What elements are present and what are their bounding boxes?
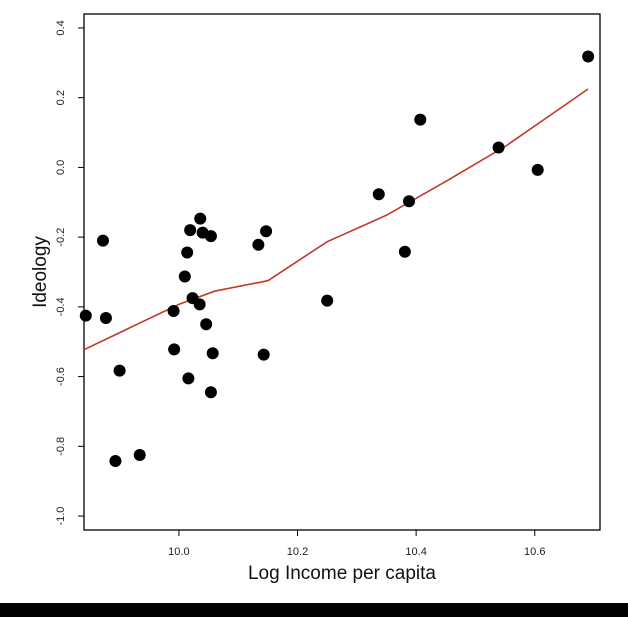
data-point: [414, 113, 427, 126]
x-tick-label: 10.6: [524, 546, 545, 558]
data-point: [260, 225, 273, 238]
data-point: [113, 364, 126, 377]
y-tick-label: -0.4: [55, 297, 67, 316]
data-points: [79, 50, 595, 467]
bottom-black-bar: [0, 603, 628, 617]
data-point: [257, 348, 270, 361]
data-point: [492, 141, 505, 154]
data-point: [109, 454, 122, 467]
data-point: [181, 246, 194, 259]
data-point: [321, 294, 334, 307]
data-point: [178, 270, 191, 283]
data-point: [194, 212, 207, 225]
y-tick-label: -0.2: [55, 228, 67, 247]
y-tick-label: 0.2: [55, 90, 67, 105]
y-tick-label: 0.4: [55, 20, 67, 35]
y-tick-label: -1.0: [55, 507, 67, 526]
y-tick-label: 0.0: [55, 160, 67, 175]
y-axis-title: Ideology: [30, 236, 51, 308]
data-point: [206, 347, 219, 360]
plot-frame: [83, 13, 601, 531]
data-point: [96, 234, 109, 247]
y-tick-label: -0.8: [55, 437, 67, 456]
data-point: [133, 449, 146, 462]
data-point: [398, 245, 411, 258]
data-point: [582, 50, 595, 63]
data-point: [167, 305, 180, 318]
data-point: [252, 238, 265, 251]
x-tick-label: 10.4: [405, 546, 426, 558]
data-point: [79, 309, 92, 322]
data-point: [184, 224, 197, 237]
x-axis: 10.0 10.2 10.4 10.6: [168, 530, 545, 558]
x-tick-label: 10.2: [287, 546, 308, 558]
data-point: [204, 230, 217, 243]
data-point: [182, 372, 195, 385]
data-point: [99, 312, 112, 325]
data-point: [372, 188, 385, 201]
data-point: [204, 386, 217, 399]
data-point: [193, 298, 206, 311]
data-point: [200, 318, 213, 331]
x-axis-title: Log Income per capita: [248, 563, 436, 584]
y-tick-label: -0.6: [55, 367, 67, 386]
y-axis: -1.0 -0.8 -0.6 -0.4 -0.2 0.0 0.2 0.4: [55, 20, 84, 526]
data-point: [168, 343, 181, 356]
x-tick-label: 10.0: [168, 546, 189, 558]
data-point: [403, 195, 416, 208]
fit-line: [83, 88, 589, 351]
data-point: [531, 163, 544, 176]
